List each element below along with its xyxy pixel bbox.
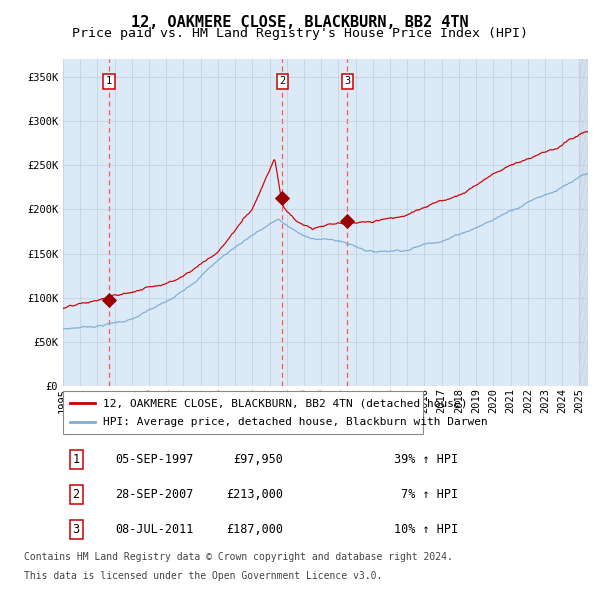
Point — [277, 194, 287, 203]
Text: £97,950: £97,950 — [233, 453, 284, 466]
Text: 12, OAKMERE CLOSE, BLACKBURN, BB2 4TN: 12, OAKMERE CLOSE, BLACKBURN, BB2 4TN — [131, 15, 469, 30]
Text: 3: 3 — [73, 523, 80, 536]
Text: 12, OAKMERE CLOSE, BLACKBURN, BB2 4TN (detached house): 12, OAKMERE CLOSE, BLACKBURN, BB2 4TN (d… — [103, 398, 467, 408]
Text: 3: 3 — [344, 76, 350, 86]
Text: 7% ↑ HPI: 7% ↑ HPI — [394, 487, 458, 501]
Text: 10% ↑ HPI: 10% ↑ HPI — [394, 523, 458, 536]
Text: Contains HM Land Registry data © Crown copyright and database right 2024.: Contains HM Land Registry data © Crown c… — [24, 552, 453, 562]
Text: 05-SEP-1997: 05-SEP-1997 — [115, 453, 194, 466]
Point — [343, 217, 352, 226]
FancyBboxPatch shape — [63, 391, 423, 434]
Text: 08-JUL-2011: 08-JUL-2011 — [115, 523, 194, 536]
Text: This data is licensed under the Open Government Licence v3.0.: This data is licensed under the Open Gov… — [24, 571, 382, 581]
Text: 28-SEP-2007: 28-SEP-2007 — [115, 487, 194, 501]
Text: 1: 1 — [73, 453, 80, 466]
Text: Price paid vs. HM Land Registry's House Price Index (HPI): Price paid vs. HM Land Registry's House … — [72, 27, 528, 40]
Bar — [580, 59, 588, 386]
Text: 2: 2 — [73, 487, 80, 501]
Text: HPI: Average price, detached house, Blackburn with Darwen: HPI: Average price, detached house, Blac… — [103, 417, 487, 427]
Point — [104, 295, 114, 304]
Text: 2: 2 — [279, 76, 286, 86]
Text: £187,000: £187,000 — [227, 523, 284, 536]
Text: £213,000: £213,000 — [227, 487, 284, 501]
Text: 39% ↑ HPI: 39% ↑ HPI — [394, 453, 458, 466]
Text: 1: 1 — [106, 76, 112, 86]
